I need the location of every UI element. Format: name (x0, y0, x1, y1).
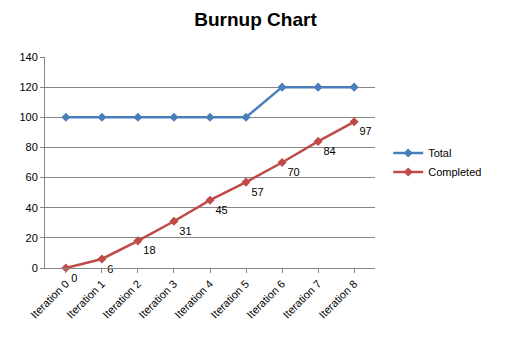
svg-text:Completed: Completed (428, 166, 481, 178)
svg-text:6: 6 (107, 263, 113, 275)
svg-text:Burnup Chart: Burnup Chart (194, 9, 317, 30)
svg-text:100: 100 (19, 111, 37, 123)
svg-text:57: 57 (251, 186, 263, 198)
svg-text:Iteration 4: Iteration 4 (172, 278, 215, 321)
svg-text:120: 120 (19, 81, 37, 93)
svg-text:70: 70 (287, 166, 299, 178)
svg-text:Iteration 3: Iteration 3 (136, 278, 179, 321)
svg-text:0: 0 (71, 272, 77, 284)
svg-text:40: 40 (26, 202, 38, 214)
svg-text:Iteration 7: Iteration 7 (280, 278, 323, 321)
svg-text:Iteration 8: Iteration 8 (316, 278, 359, 321)
svg-text:20: 20 (26, 232, 38, 244)
svg-text:Iteration 0: Iteration 0 (28, 278, 71, 321)
svg-text:45: 45 (215, 204, 227, 216)
svg-text:60: 60 (26, 171, 38, 183)
svg-text:140: 140 (19, 51, 37, 63)
svg-text:18: 18 (143, 244, 155, 256)
svg-text:Iteration 5: Iteration 5 (208, 278, 251, 321)
svg-text:31: 31 (179, 225, 191, 237)
svg-text:Iteration 1: Iteration 1 (64, 278, 107, 321)
svg-text:Total: Total (428, 147, 451, 159)
svg-text:Iteration 6: Iteration 6 (244, 278, 287, 321)
svg-text:Iteration 2: Iteration 2 (100, 278, 143, 321)
svg-text:0: 0 (32, 262, 38, 274)
svg-text:84: 84 (323, 145, 335, 157)
svg-text:97: 97 (360, 125, 372, 137)
svg-text:80: 80 (26, 141, 38, 153)
